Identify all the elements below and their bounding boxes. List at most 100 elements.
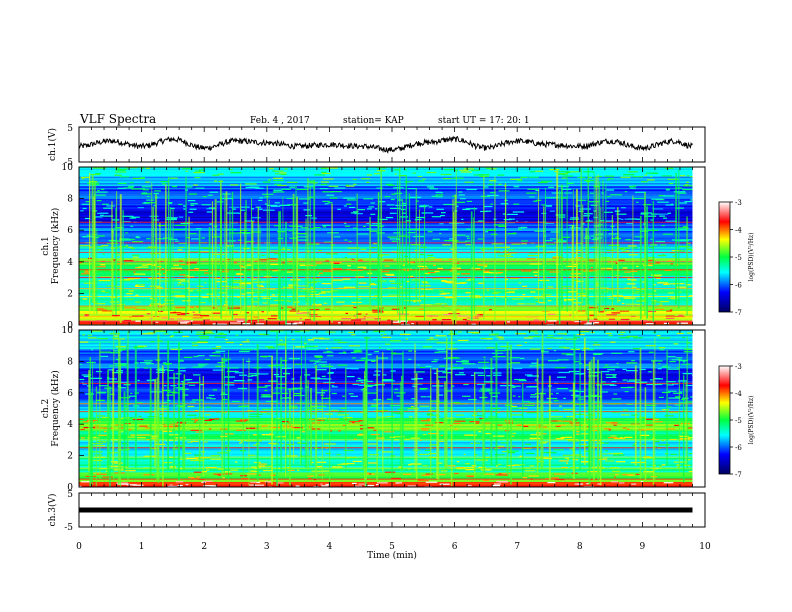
spectrogram-speckle [178, 216, 184, 218]
spectrogram-speckle [661, 409, 670, 411]
spectrogram-speckle [188, 193, 197, 195]
spectrogram-speckle [195, 187, 205, 189]
spectrogram-speckle [438, 351, 448, 353]
spectrogram-speckle [625, 247, 630, 249]
spectrogram-speckle [620, 387, 633, 389]
spectrogram-speckle [342, 278, 351, 280]
spectrogram-row [79, 387, 693, 390]
spectrogram-speckle [182, 168, 193, 170]
spectrogram-speckle [535, 301, 540, 303]
spectrogram-speckle [394, 192, 403, 194]
spectrogram-speckle [326, 347, 329, 350]
spectrogram-speckle [413, 301, 417, 303]
spectrogram-speckle [672, 383, 679, 385]
spectrogram-speckle [611, 422, 618, 424]
spectrogram-speckle [626, 283, 636, 285]
spectrogram-speckle [199, 251, 211, 253]
spectrogram-speckle [134, 285, 145, 287]
spectrogram-speckle [178, 242, 188, 244]
spectrogram-speckle [618, 299, 621, 302]
spectrogram-row [79, 299, 693, 302]
spectrogram-speckle [230, 322, 241, 324]
spectrogram-speckle [548, 360, 559, 362]
spectrogram-row [79, 347, 693, 350]
spectrogram-speckle [195, 333, 207, 335]
spectrogram-speckle [466, 200, 473, 202]
spectrogram-speckle [145, 167, 151, 169]
spectrogram-row [79, 480, 693, 483]
spectrogram-speckle [404, 438, 410, 440]
spectrogram-speckle [688, 453, 695, 455]
spectrogram-speckle [643, 471, 654, 473]
spectrogram-speckle [143, 474, 155, 476]
spectrogram-speckle [547, 286, 554, 288]
spectrogram-speckle [435, 422, 444, 424]
spectrogram-speckle [300, 330, 310, 332]
spectrogram-speckle [299, 321, 303, 323]
colorbar [718, 365, 731, 475]
spectrogram-speckle [186, 458, 197, 460]
spectrogram-speckle [127, 278, 135, 280]
spectrogram-speckle [226, 341, 234, 344]
spectrogram-speckle [189, 290, 193, 292]
spectrogram-row [79, 309, 693, 312]
spectrogram-speckle [313, 362, 317, 365]
spectrogram-speckle [676, 367, 679, 369]
spectrogram-speckle [378, 280, 387, 282]
spectrogram-speckle [610, 341, 616, 343]
spectrogram-speckle [269, 433, 272, 435]
spectrogram-speckle [433, 264, 436, 267]
spectrogram-speckle [582, 223, 585, 225]
spectrogram-speckle [498, 338, 505, 340]
spectrogram-speckle [431, 195, 438, 197]
spectrogram-speckle [260, 411, 267, 414]
spectrogram-speckle [150, 303, 159, 305]
spectrogram-speckle [198, 365, 206, 367]
spectrogram-speckle [417, 175, 423, 178]
spectrogram-speckle [486, 289, 489, 291]
spectrogram-speckle [326, 167, 338, 169]
spectrogram-speckle [277, 231, 286, 233]
spectrogram-speckle [256, 319, 265, 321]
spectrogram-speckle [420, 288, 433, 290]
spectrogram-speckle [668, 397, 680, 399]
spectrogram-speckle [612, 375, 616, 377]
spectrogram-speckle [115, 169, 126, 171]
spectrogram-speckle [485, 396, 488, 398]
spectrogram-speckle [200, 315, 210, 317]
spectrogram-speckle [327, 202, 333, 204]
spectrogram-speckle [201, 204, 211, 206]
spectrogram-speckle [411, 279, 419, 281]
spectrogram-speckle [79, 262, 83, 264]
spectrogram-speckle [472, 332, 480, 334]
spectrogram-speckle [524, 404, 535, 406]
spectrogram-speckle [598, 224, 603, 226]
spectrogram-speckle [293, 394, 301, 397]
spectrogram-speckle [547, 482, 556, 484]
spectrogram-speckle [355, 359, 365, 362]
spectrogram-speckle [370, 224, 378, 227]
spectrogram-speckle [293, 358, 299, 360]
spectrogram-speckle [439, 223, 444, 225]
spectrogram-speckle [504, 420, 514, 422]
spectrogram-speckle [186, 237, 191, 239]
spectrogram-speckle [386, 416, 395, 418]
spectrogram-speckle [579, 208, 591, 210]
spectrogram-speckle [358, 433, 364, 435]
spectrogram-speckle [137, 207, 144, 209]
spectrogram-speckle [153, 205, 156, 207]
spectrogram-speckle [277, 184, 287, 187]
spectrogram-speckle [494, 350, 506, 352]
spectrogram-speckle [541, 204, 546, 206]
spectrogram-speckle [545, 197, 557, 199]
spectrogram-speckle [449, 330, 453, 332]
spectrogram-speckle [189, 269, 199, 271]
spectrogram-speckle [445, 297, 456, 299]
spectrogram-speckle [425, 365, 432, 367]
spectrogram-speckle [645, 424, 654, 426]
spectrogram-speckle [171, 291, 182, 293]
spectrogram-speckle [155, 321, 159, 323]
spectrogram-speckle [197, 269, 208, 272]
spectrogram-speckle [235, 461, 238, 463]
spectrogram-speckle [521, 243, 527, 245]
